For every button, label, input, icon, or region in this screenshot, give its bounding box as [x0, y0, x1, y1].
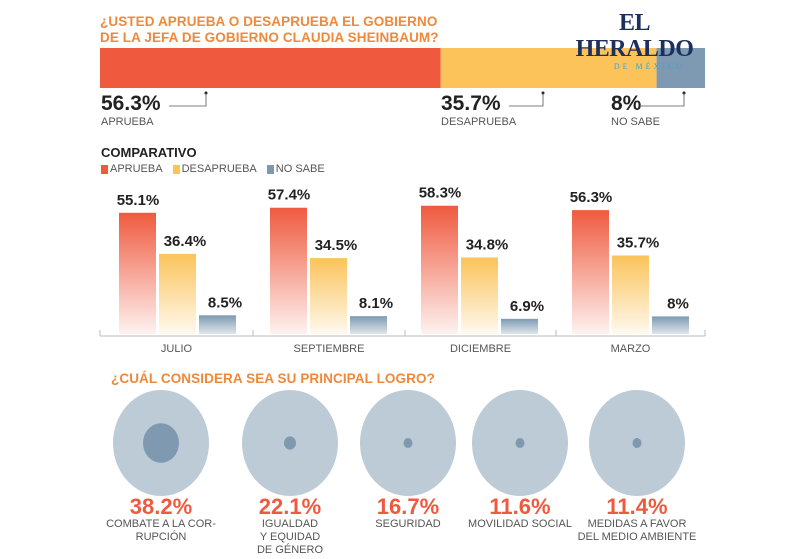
logro-label-line: RUPCIÓN: [135, 531, 187, 543]
leader-line: [509, 93, 544, 107]
bar-aprueba-marzo: [572, 210, 609, 334]
bar-aprueba-julio: [119, 212, 156, 334]
bar-no-sabe-diciembre: [501, 318, 538, 334]
logro-label: MEDIDAS A FAVOR DEL MEDIO AMBIENTE: [572, 518, 702, 544]
bar-desaprueba-marzo: [612, 255, 649, 334]
bar-value-label: 55.1%: [117, 192, 160, 209]
bar-value-label: 36.4%: [164, 233, 207, 250]
logro-label-line: IGUALDAD: [261, 518, 319, 530]
logro-label-line: Y EQUIDAD: [259, 531, 321, 543]
logro-label-line: COMBATE A LA COR-: [106, 518, 216, 530]
logro-percent: 11.4%: [606, 494, 668, 519]
legend-label: APRUEBA: [110, 163, 163, 175]
logro-label: IGUALDAD Y EQUIDAD DE GÉNERO: [225, 518, 355, 557]
bar-desaprueba-septiembre: [310, 258, 347, 334]
bar-value-label: 34.5%: [315, 237, 358, 254]
leader-line: [641, 93, 685, 107]
legend-label: NO SABE: [275, 163, 325, 175]
question-line-2: DE LA JEFA DE GOBIERNO CLAUDIA SHEINBAUM…: [100, 30, 439, 45]
stacked-value-label: 35.7%: [441, 92, 501, 115]
logo-sub: DE MÉXICO: [613, 62, 686, 71]
comparativo-title: COMPARATIVO: [101, 145, 197, 160]
logo-main: EL HERALDO: [575, 10, 694, 62]
value-circle: [403, 438, 413, 448]
bar-no-sabe-septiembre: [350, 316, 387, 334]
bar-value-label: 8%: [667, 295, 689, 312]
el-heraldo-logo: EL HERALDO DE MÉXICO: [562, 10, 707, 71]
bar-value-label: 6.9%: [510, 298, 544, 315]
logro-percent: 11.6%: [489, 494, 551, 519]
stacked-segment-no-sabe: [656, 48, 705, 88]
bar-value-label: 58.3%: [419, 185, 462, 202]
value-circle: [632, 438, 642, 448]
bar-no-sabe-julio: [199, 315, 236, 334]
bar-desaprueba-julio: [159, 253, 196, 334]
bar-desaprueba-diciembre: [461, 257, 498, 334]
logro-percent: 16.7%: [376, 494, 440, 519]
comparativo-bar-chart: 55.1% 36.4% 8.5% JULIO 57.4% 34.5% 8.1% SEPTIEM…: [99, 185, 706, 355]
logro-label-line: MEDIDAS A FAVOR: [587, 518, 687, 530]
logro-percent: 22.1%: [258, 494, 322, 519]
month-label: DICIEMBRE: [450, 343, 511, 355]
bar-value-label: 34.8%: [466, 236, 509, 253]
bar-aprueba-septiembre: [270, 207, 307, 334]
logro-bubbles: [113, 390, 685, 496]
legend-desaprueba: DESAPRUEBA: [172, 163, 257, 175]
month-label: JULIO: [161, 343, 193, 355]
logro-title: ¿CUÁL CONSIDERA SEA SU PRINCIPAL LOGRO?: [111, 371, 435, 386]
legend-swatch: [266, 164, 274, 174]
bar-value-label: 57.4%: [268, 187, 311, 204]
bar-aprueba-diciembre: [421, 205, 458, 334]
leader-line: [169, 93, 207, 107]
month-label: SEPTIEMBRE: [294, 343, 365, 355]
question-line-1: ¿USTED APRUEBA O DESAPRUEBA EL GOBIERNO: [100, 14, 438, 29]
bar-value-label: 8.1%: [359, 295, 393, 312]
logro-percent: 38.2%: [129, 494, 193, 519]
stacked-value-label: 56.3%: [101, 92, 161, 115]
stacked-value-label: 8%: [611, 92, 642, 115]
approval-stacked-bar: [100, 48, 705, 107]
bar-value-label: 56.3%: [570, 189, 613, 206]
logro-label-line: DEL MEDIO AMBIENTE: [577, 531, 697, 543]
legend-swatch: [101, 164, 108, 174]
bar-value-label: 8.5%: [208, 294, 242, 311]
value-circle: [143, 423, 179, 463]
value-circle: [283, 436, 297, 450]
stacked-category-label: APRUEBA: [101, 116, 154, 128]
approval-question: ¿USTED APRUEBA O DESAPRUEBA EL GOBIERNO …: [100, 14, 439, 46]
bar-value-label: 35.7%: [617, 234, 660, 251]
legend-no-sabe: NO SABE: [266, 163, 325, 175]
bar-no-sabe-marzo: [652, 316, 689, 334]
logro-label-line: DE GÉNERO: [256, 544, 323, 556]
month-label: MARZO: [611, 343, 651, 355]
logro-label: COMBATE A LA COR- RUPCIÓN: [96, 518, 226, 544]
logro-label: SEGURIDAD: [343, 518, 473, 531]
logro-label: MOVILIDAD SOCIAL: [455, 518, 585, 531]
stacked-segment-desaprueba: [440, 48, 657, 88]
value-circle: [515, 438, 525, 448]
legend-aprueba: APRUEBA: [101, 163, 163, 175]
legend: APRUEBA DESAPRUEBA NO SABE: [101, 163, 325, 175]
legend-label: DESAPRUEBA: [181, 163, 257, 175]
logro-label-line: MOVILIDAD SOCIAL: [468, 518, 572, 530]
stacked-segment-aprueba: [100, 48, 441, 88]
stacked-category-label: DESAPRUEBA: [441, 116, 517, 128]
logro-label-line: SEGURIDAD: [375, 518, 441, 530]
legend-swatch: [172, 164, 180, 174]
stacked-category-label: NO SABE: [611, 116, 660, 128]
